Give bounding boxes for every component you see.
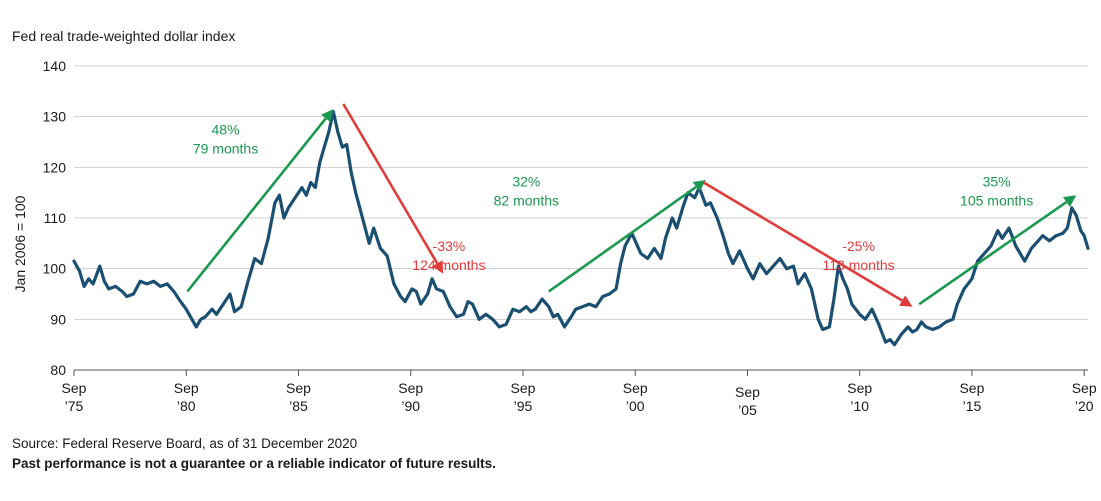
annotation-percent: 32%	[512, 174, 540, 190]
series-line	[72, 110, 1090, 347]
x-tick-labels: Sep ’75 Sep ’80 Sep ’85 Sep ’90 Sep ’95 Sep ’00 Sep ’…	[62, 370, 1097, 418]
x-tick-label-year: ’00	[626, 398, 645, 414]
trend-arrowhead	[432, 260, 444, 274]
x-tick-label-year: ’90	[401, 398, 420, 414]
x-tick-label-month: Sep	[623, 380, 648, 396]
x-tick-label-month: Sep	[174, 380, 199, 396]
x-tick-label-month: Sep	[735, 384, 760, 400]
x-tick-label-year: ’15	[963, 398, 982, 414]
gridlines	[74, 65, 1088, 371]
trend-annotations: 48% 79 months -33% 124 months 32% 82 months -2…	[193, 121, 1033, 273]
y-tick-label: 140	[43, 58, 67, 74]
trend-arrowhead	[321, 109, 334, 123]
trend-arrow	[548, 185, 697, 293]
y-tick-labels: 80 90 100 110 120 130 140	[43, 58, 67, 378]
annotation-duration: 105 months	[960, 193, 1033, 209]
x-tick-label-year: ’95	[514, 398, 533, 414]
x-tick-label-year: ’10	[850, 398, 869, 414]
x-tick-label-month: Sep	[847, 380, 872, 396]
x-tick-label-year: ’75	[65, 398, 84, 414]
y-tick-label: 100	[43, 261, 67, 277]
x-tick-label-month: Sep	[959, 380, 984, 396]
x-tick-label-month: Sep	[1072, 380, 1097, 396]
x-tick-label-month: Sep	[398, 380, 423, 396]
chart-title: Fed real trade-weighted dollar index	[12, 28, 235, 44]
annotation-percent: -33%	[433, 238, 466, 254]
series-group	[72, 110, 1090, 347]
annotation-percent: -25%	[842, 238, 875, 254]
y-tick-label: 110	[44, 210, 67, 226]
annotation-duration: 82 months	[494, 193, 559, 209]
trend-arrow	[918, 200, 1068, 306]
x-tick-label-year: ’85	[289, 398, 308, 414]
x-tick-label-year: ’20	[1075, 398, 1094, 414]
trend-arrowhead	[1063, 195, 1077, 207]
source-note: Source: Federal Reserve Board, as of 31 …	[12, 436, 358, 451]
y-tick-label: 120	[43, 159, 67, 175]
annotation-duration: 124 months	[412, 257, 485, 273]
x-tick-label-month: Sep	[511, 380, 536, 396]
trend-arrow	[342, 103, 439, 265]
annotation-duration: 79 months	[193, 140, 258, 156]
y-axis-label: Jan 2006 = 100	[12, 195, 28, 292]
disclaimer: Past performance is not a guarantee or a…	[12, 456, 496, 471]
trend-arrowhead	[899, 295, 913, 307]
trend-arrowhead	[692, 180, 706, 192]
trend-arrows	[186, 103, 1077, 307]
trend-arrow	[703, 181, 903, 302]
y-tick-label: 80	[50, 362, 66, 378]
annotation-duration: 113 months	[823, 257, 895, 273]
annotation-percent: 35%	[983, 174, 1011, 190]
y-tick-label: 90	[50, 311, 66, 327]
x-tick-label-month: Sep	[62, 380, 87, 396]
dollar-index-chart: Fed real trade-weighted dollar index Jan…	[12, 28, 1097, 418]
x-tick-label-year: ’80	[177, 398, 196, 414]
trend-arrow	[186, 117, 327, 293]
x-tick-label-month: Sep	[286, 380, 311, 396]
annotation-percent: 48%	[212, 121, 240, 137]
x-tick-label-year: ’05	[738, 402, 757, 418]
y-tick-label: 130	[43, 109, 67, 125]
